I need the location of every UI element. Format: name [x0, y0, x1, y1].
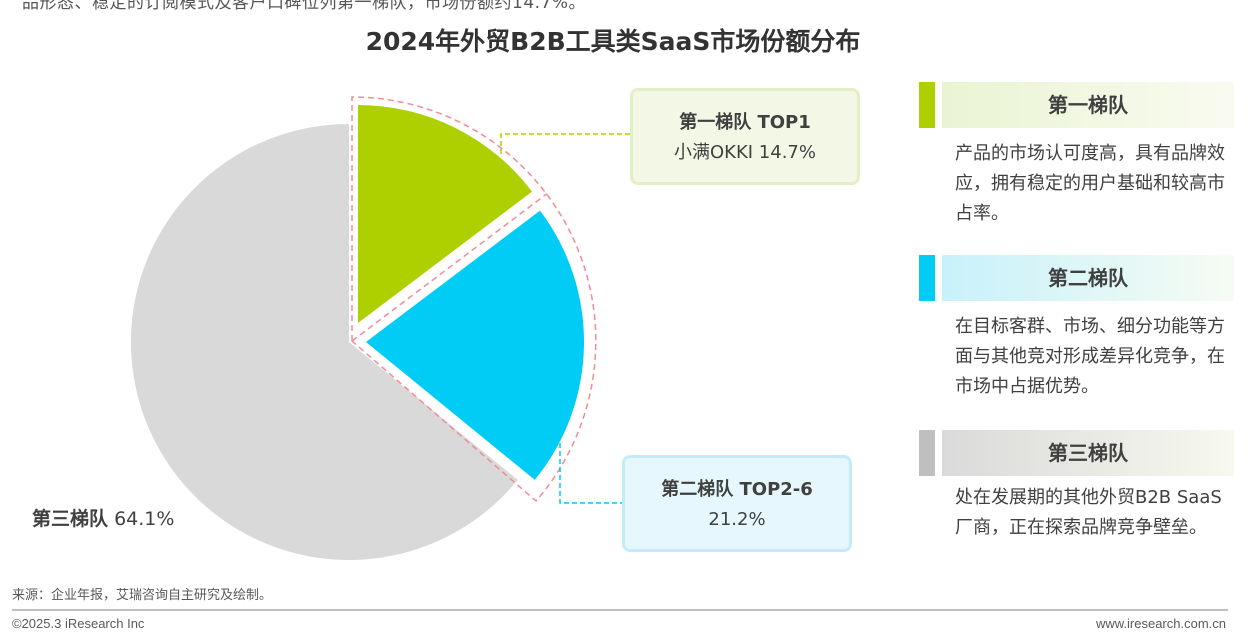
leader-line-tier1	[500, 133, 630, 154]
tier-3-accent-bar	[919, 430, 935, 476]
callout-tier2-heading: 第二梯队 TOP2-6	[661, 479, 813, 500]
pie-slice-tier1	[358, 104, 532, 323]
tier-2-description: 在目标客群、市场、细分功能等方面与其他竞对形成差异化竞争，在市场中占据优势。	[955, 316, 1225, 397]
callout-tier1: 第一梯队 TOP1 小满OKKI 14.7%	[630, 88, 860, 185]
copyright: ©2025.3 iResearch Inc	[12, 616, 145, 631]
highlight-outline	[351, 96, 597, 503]
tier-3-title: 第三梯队	[942, 430, 1234, 476]
pie-slice-tier3	[130, 124, 518, 560]
tier-1-description: 产品的市场认可度高，具有品牌效应，拥有稳定的用户基础和较高市占率。	[955, 143, 1225, 224]
leader-line-tier2	[559, 443, 622, 504]
website-link[interactable]: www.iresearch.com.cn	[1095, 616, 1226, 631]
footer-divider	[12, 609, 1228, 611]
tier-1-title: 第一梯队	[942, 82, 1234, 128]
tier-3-description: 处在发展期的其他外贸B2B SaaS厂商，正在探索品牌竞争壁垒。	[955, 487, 1222, 538]
tier-1-accent-bar	[919, 82, 935, 128]
callout-tier3-value: 64.1%	[114, 508, 175, 530]
callout-tier1-heading: 第一梯队 TOP1	[679, 112, 811, 133]
highlight-divider	[351, 193, 548, 342]
source-note: 来源：企业年报，艾瑞咨询自主研究及绘制。	[12, 588, 273, 603]
tier-2-title: 第二梯队	[942, 255, 1234, 301]
callout-tier2-value: 21.2%	[708, 509, 766, 530]
callout-tier2: 第二梯队 TOP2-6 21.2%	[622, 455, 852, 552]
callout-tier1-value: 小满OKKI 14.7%	[674, 142, 816, 163]
chart-title: 2024年外贸B2B工具类SaaS市场份额分布	[365, 27, 861, 56]
pie-slice-tier2	[366, 210, 585, 480]
tier-2-accent-bar	[919, 255, 935, 301]
callout-tier3-heading: 第三梯队	[32, 508, 109, 530]
truncated-intro-text: 品形态、稳定的订阅模式及客户口碑位列第一梯队，市场份额约14.7%。	[22, 0, 587, 13]
callout-tier3: 第三梯队 64.1%	[32, 504, 174, 531]
